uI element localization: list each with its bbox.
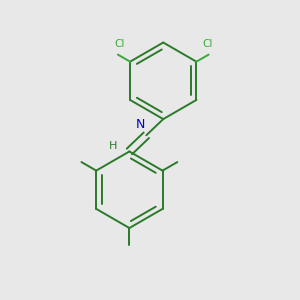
Text: H: H (109, 140, 118, 151)
Text: N: N (136, 118, 145, 131)
Text: Cl: Cl (114, 39, 124, 49)
Text: Cl: Cl (202, 39, 212, 49)
